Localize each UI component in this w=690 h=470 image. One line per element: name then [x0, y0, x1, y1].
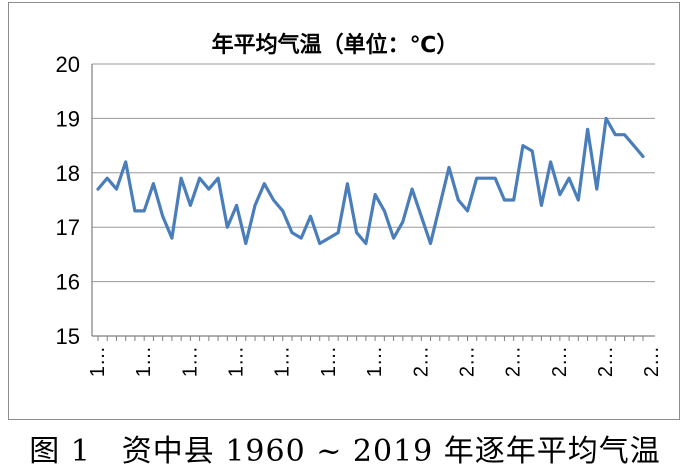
data-point: [309, 215, 312, 218]
data-point: [142, 209, 146, 213]
data-point: [152, 182, 155, 185]
x-tick-label: 1…: [87, 346, 109, 377]
data-point: [410, 187, 414, 191]
y-tick-label: 16: [56, 270, 80, 295]
data-point: [235, 204, 238, 207]
data-point: [586, 128, 589, 131]
data-point: [364, 242, 368, 245]
data-point: [133, 209, 137, 213]
x-tick-label: 1…: [226, 346, 248, 377]
data-point: [438, 204, 441, 207]
x-tick-label: 1…: [179, 346, 201, 377]
x-tick-label: 1…: [133, 346, 155, 377]
y-tick-label: 18: [56, 161, 80, 186]
y-tick-label: 17: [56, 215, 80, 240]
data-point: [392, 236, 395, 240]
x-tick-labels: 1… 1… 1… 1… 1… 1… 1… 2… 2… 2… 2… 2… 2…: [87, 346, 663, 377]
x-tick-label: 1…: [272, 346, 294, 377]
data-point: [355, 231, 358, 234]
data-point: [336, 231, 340, 234]
data-point: [179, 177, 183, 180]
data-point: [558, 193, 562, 196]
x-tick-label: 2…: [641, 346, 663, 377]
data-point: [614, 133, 617, 136]
data-point: [494, 177, 497, 180]
data-point: [383, 209, 386, 213]
figure-caption: 图 1 资中县 1960 ~ 2019 年逐年平均气温: [29, 434, 661, 469]
data-point: [124, 160, 127, 164]
x-tick-label: 1…: [364, 346, 386, 377]
data-point: [170, 236, 174, 240]
chart-title: 年平均气温（单位：℃）: [212, 32, 459, 58]
data-point: [401, 220, 405, 223]
x-tick-label: 2…: [549, 346, 571, 377]
chart-frame: [8, 2, 680, 420]
data-point: [281, 209, 284, 213]
data-point: [346, 182, 349, 185]
x-tick-label: 2…: [503, 346, 525, 377]
data-point: [475, 177, 478, 180]
x-tick-label: 2…: [595, 346, 617, 377]
data-point: [641, 155, 645, 158]
y-tick-label: 19: [56, 106, 80, 131]
data-point: [577, 198, 580, 202]
data-point: [216, 177, 220, 180]
data-point: [263, 182, 266, 185]
data-point: [530, 149, 534, 153]
data-point: [466, 209, 469, 213]
data-point: [253, 204, 257, 207]
data-point: [290, 231, 294, 234]
data-point: [207, 187, 211, 191]
axes: [91, 64, 655, 341]
data-point: [567, 177, 571, 180]
data-point: [457, 198, 460, 202]
data-point: [632, 144, 635, 147]
gridlines: [92, 63, 655, 283]
data-point: [198, 177, 201, 180]
data-point: [300, 236, 303, 240]
x-tick-label: 1…: [318, 346, 340, 377]
data-point: [623, 133, 626, 136]
y-tick-label: 15: [56, 324, 80, 349]
data-point: [521, 144, 525, 147]
data-point: [189, 204, 192, 207]
y-tick-labels: 15 16 17 18 19 20: [56, 52, 80, 349]
data-point: [429, 242, 432, 245]
data-point: [106, 177, 109, 180]
data-point: [540, 204, 543, 207]
x-tick-label: 2…: [456, 346, 478, 377]
data-point: [226, 226, 229, 229]
data-point: [272, 198, 275, 202]
x-tick-label: 2…: [410, 346, 432, 377]
data-point: [447, 166, 451, 169]
data-point: [373, 193, 377, 196]
series-line: [96, 116, 645, 246]
y-tick-label: 20: [56, 52, 80, 77]
data-point: [484, 177, 488, 180]
data-point: [503, 198, 506, 202]
line-chart: 年平均气温（单位：℃） 15 16 17 18 19 20 1… 1… 1… 1… 1… 1… 1… 2…: [56, 32, 664, 377]
data-point: [420, 215, 423, 218]
data-point: [604, 117, 608, 120]
data-point: [318, 242, 321, 245]
data-point: [244, 242, 247, 245]
data-point: [96, 187, 100, 191]
data-point: [595, 187, 599, 191]
data-point: [549, 160, 552, 164]
series-layer: [96, 116, 645, 246]
data-point: [512, 198, 515, 202]
data-point: [161, 215, 164, 218]
data-point: [327, 236, 331, 240]
data-point: [115, 187, 118, 191]
